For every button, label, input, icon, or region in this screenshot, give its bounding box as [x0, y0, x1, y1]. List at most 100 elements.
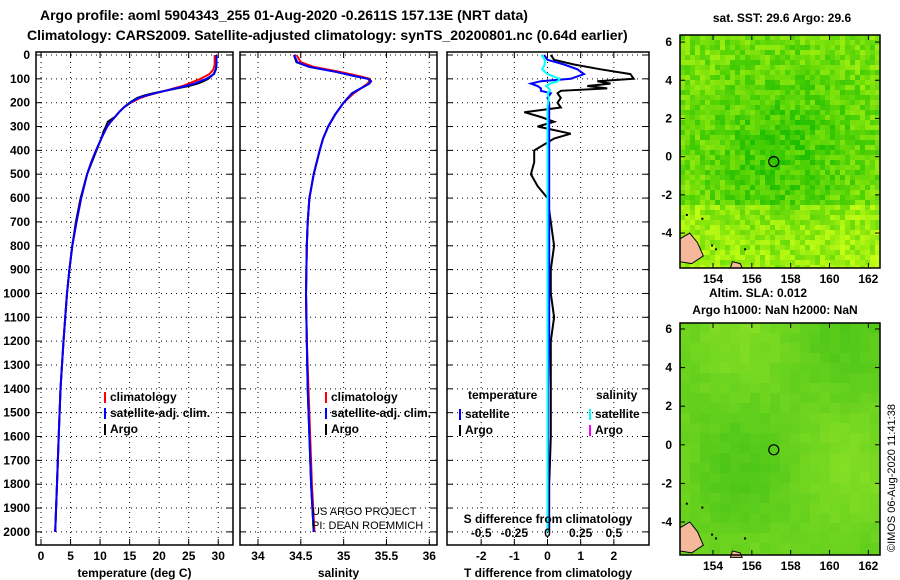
map-cell [855, 105, 860, 110]
map-cell [735, 220, 740, 225]
map-cell [875, 225, 880, 230]
map-cell [710, 503, 720, 513]
map-cell [685, 175, 690, 180]
map-cell [745, 155, 750, 160]
map-cell [790, 215, 795, 220]
map-cell [695, 205, 700, 210]
map-cell [870, 210, 875, 215]
map-cell [815, 90, 820, 95]
map-cell [795, 225, 800, 230]
map-cell [825, 220, 830, 225]
map-cell [685, 90, 690, 95]
map-cell [735, 95, 740, 100]
map-cell [830, 65, 835, 70]
map-cell [750, 255, 755, 260]
map-cell [740, 513, 750, 523]
map-cell [740, 393, 750, 403]
map-cell [790, 40, 795, 45]
map-cell [730, 453, 740, 463]
map-cell [695, 230, 700, 235]
map-cell [760, 443, 770, 453]
map-cell [835, 255, 840, 260]
map-cell [720, 260, 725, 265]
map-cell [770, 180, 775, 185]
map-cell [805, 235, 810, 240]
map-cell [845, 145, 850, 150]
map-cell [845, 60, 850, 65]
map-cell [765, 55, 770, 60]
map-cell [815, 155, 820, 160]
map-cell [870, 160, 875, 165]
map-cell [710, 363, 720, 373]
map-cell [755, 35, 760, 40]
map-cell [840, 523, 850, 533]
map-cell [765, 200, 770, 205]
map-cell [690, 180, 695, 185]
legend-label: satellite [595, 407, 640, 421]
map-cell [850, 383, 860, 393]
map-cell [705, 60, 710, 65]
map-cell [865, 55, 870, 60]
map-cell [755, 225, 760, 230]
map-cell [815, 180, 820, 185]
map-cell [695, 160, 700, 165]
map-cell [785, 160, 790, 165]
map-cell [740, 245, 745, 250]
map-cell [720, 105, 725, 110]
map-cell [840, 423, 850, 433]
map-cell [845, 40, 850, 45]
map-cell [870, 40, 875, 45]
map-cell [710, 135, 715, 140]
map-cell [730, 170, 735, 175]
map-cell [735, 190, 740, 195]
map-cell [720, 230, 725, 235]
map-cell [830, 493, 840, 503]
map-cell [830, 235, 835, 240]
map-cell [695, 85, 700, 90]
map-cell [840, 55, 845, 60]
x-tick-label: -2 [476, 549, 487, 563]
s-tick-label: -0.25 [501, 526, 529, 540]
map-cell [855, 125, 860, 130]
map-cell [755, 230, 760, 235]
map-cell [740, 170, 745, 175]
map-cell [835, 40, 840, 45]
map-cell [860, 333, 870, 343]
map-cell [865, 105, 870, 110]
depth-tick-label: 1700 [3, 453, 30, 467]
map-cell [845, 260, 850, 265]
map-cell [855, 95, 860, 100]
map-cell [705, 190, 710, 195]
map-cell [790, 35, 795, 40]
map-cell [720, 363, 730, 373]
map-cell [800, 433, 810, 443]
map-cell [790, 373, 800, 383]
map-cell [850, 353, 860, 363]
map-cell [810, 110, 815, 115]
map-cell [715, 225, 720, 230]
map-cell [785, 105, 790, 110]
map-cell [725, 90, 730, 95]
map-cell [765, 50, 770, 55]
map-cell [805, 180, 810, 185]
map-cell [745, 45, 750, 50]
map-cell [680, 180, 685, 185]
map-cell [785, 220, 790, 225]
map-cell [690, 155, 695, 160]
map-cell [775, 205, 780, 210]
map-cell [690, 433, 700, 443]
map-title: sat. SST: 29.6 Argo: 29.6 [713, 11, 852, 25]
map-cell [750, 120, 755, 125]
map-cell [810, 100, 815, 105]
map-cell [860, 373, 870, 383]
map-cell [795, 240, 800, 245]
map-cell [690, 75, 695, 80]
map-cell [855, 170, 860, 175]
map-cell [740, 165, 745, 170]
map-cell [825, 195, 830, 200]
map-cell [850, 45, 855, 50]
map-cell [850, 433, 860, 443]
map-cell [740, 195, 745, 200]
map-cell [730, 60, 735, 65]
map-cell [815, 195, 820, 200]
